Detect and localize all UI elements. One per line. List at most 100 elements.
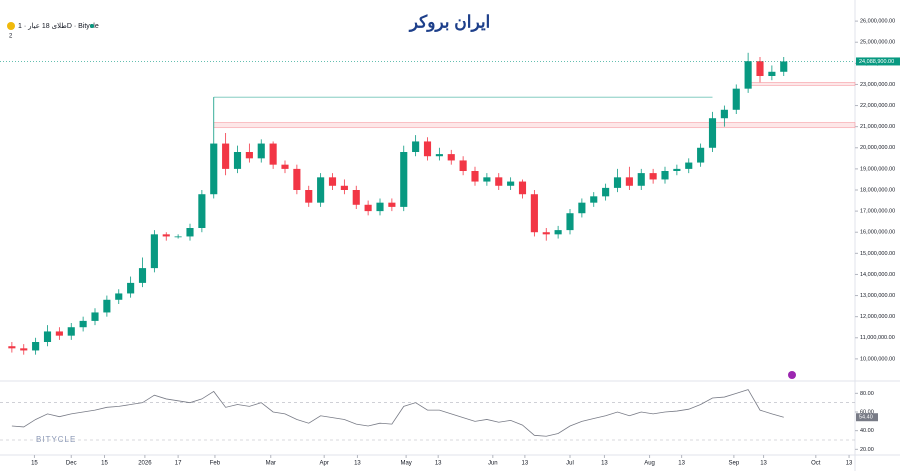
candle-body [328, 177, 337, 186]
x-tick-label: 13 [678, 461, 685, 467]
candle-body [222, 143, 230, 169]
y-tick-label: 17,000,000.00 [860, 209, 895, 215]
candle-body [8, 346, 16, 349]
x-tick-label: 13 [601, 461, 608, 467]
x-tick-label: 15 [101, 461, 108, 467]
symbol-icon [7, 22, 15, 30]
rsi-tick-label: 60.00 [860, 409, 874, 415]
watermark: BITYCLE [36, 435, 76, 444]
candle-body [269, 143, 277, 165]
candle-body [471, 171, 479, 182]
candle-body [637, 173, 645, 186]
candle-body [530, 194, 538, 233]
candle-body [376, 202, 384, 212]
candle-body [210, 143, 218, 195]
candle-body [590, 196, 598, 203]
candle-body [150, 234, 158, 269]
y-tick-label: 22,000,000.00 [860, 103, 895, 109]
candle-body [20, 348, 28, 351]
x-tick-label: 15 [31, 461, 38, 467]
zone [747, 82, 856, 86]
candle-body [281, 164, 289, 169]
rsi-tick-label: 20.00 [860, 447, 874, 453]
candle-body [661, 171, 669, 180]
x-tick-label: Feb [210, 461, 221, 467]
x-tick-label: Aug [644, 461, 655, 467]
candle-body [495, 177, 503, 186]
candle-body [162, 234, 170, 237]
x-tick-label: 17 [175, 461, 182, 467]
candle-body [697, 147, 705, 163]
chart-title: طلای 18 عیار · 1D · Bitycle [18, 22, 99, 30]
last-price-box [856, 57, 900, 66]
event-marker[interactable] [788, 371, 796, 379]
y-tick-label: 25,000,000.00 [860, 40, 895, 46]
y-tick-label: 10,000,000.00 [860, 356, 895, 362]
candle-body [293, 168, 301, 190]
candle-body [245, 152, 253, 159]
candle-body [447, 154, 455, 161]
candle-body [423, 141, 432, 157]
x-tick-label: 13 [760, 461, 767, 467]
rsi-tick-label: 80.00 [860, 391, 874, 397]
x-tick-label: Mar [266, 461, 276, 467]
candle-body [613, 177, 622, 188]
candle-body [79, 320, 87, 328]
x-tick-label: May [400, 461, 411, 467]
y-tick-label: 13,000,000.00 [860, 293, 895, 299]
candle-body [388, 202, 396, 207]
y-tick-label: 16,000,000.00 [860, 230, 895, 236]
x-tick-label: Dec [66, 461, 77, 467]
candle-body [625, 177, 633, 186]
candle-body [578, 202, 586, 214]
candle-body [43, 331, 52, 342]
candle-body [554, 230, 562, 235]
y-tick-label: 11,000,000.00 [860, 335, 895, 341]
candle-body [768, 71, 776, 76]
y-tick-label: 26,000,000.00 [860, 19, 895, 25]
candle-body [780, 61, 788, 72]
candle-body [198, 194, 206, 228]
y-tick-label: 19,000,000.00 [860, 166, 895, 172]
candle-body [744, 61, 752, 89]
candle-body [103, 299, 111, 313]
y-tick-label: 18,000,000.00 [860, 187, 895, 193]
x-tick-label: Jul [566, 461, 574, 467]
candle-body [673, 168, 681, 171]
status-dot [90, 24, 94, 28]
candle-body [518, 181, 527, 195]
candle-body [305, 190, 313, 203]
candle-body [602, 187, 610, 197]
rsi-tick-label: 40.00 [860, 428, 874, 434]
candle-body [483, 177, 491, 182]
candle-body [317, 177, 325, 203]
candle-body [542, 232, 550, 235]
collapse-count[interactable]: 2 [9, 34, 13, 40]
candle-body [459, 160, 467, 171]
candle-body [91, 312, 99, 321]
rsi-last-label: 54.40 [859, 415, 873, 421]
y-tick-label: 14,000,000.00 [860, 272, 895, 278]
candle-body [756, 61, 764, 76]
candle-body [115, 293, 123, 300]
candle-body [127, 282, 135, 294]
x-tick-label: 13 [522, 461, 529, 467]
candle-body [412, 141, 420, 152]
candle-body [720, 109, 728, 119]
candle-body [138, 268, 147, 283]
candle-body [435, 154, 443, 157]
candle-body [55, 331, 63, 336]
candle-body [507, 181, 515, 186]
y-tick-label: 15,000,000.00 [860, 251, 895, 257]
zone [213, 122, 856, 129]
candle-body [566, 213, 574, 231]
x-tick-label: Jun [488, 461, 498, 467]
y-tick-label: 21,000,000.00 [860, 124, 895, 130]
candle-body [174, 236, 182, 238]
x-tick-label: Apr [320, 461, 329, 467]
candle-body [340, 185, 348, 190]
candle-body [708, 118, 717, 148]
x-tick-label: 13 [435, 461, 442, 467]
